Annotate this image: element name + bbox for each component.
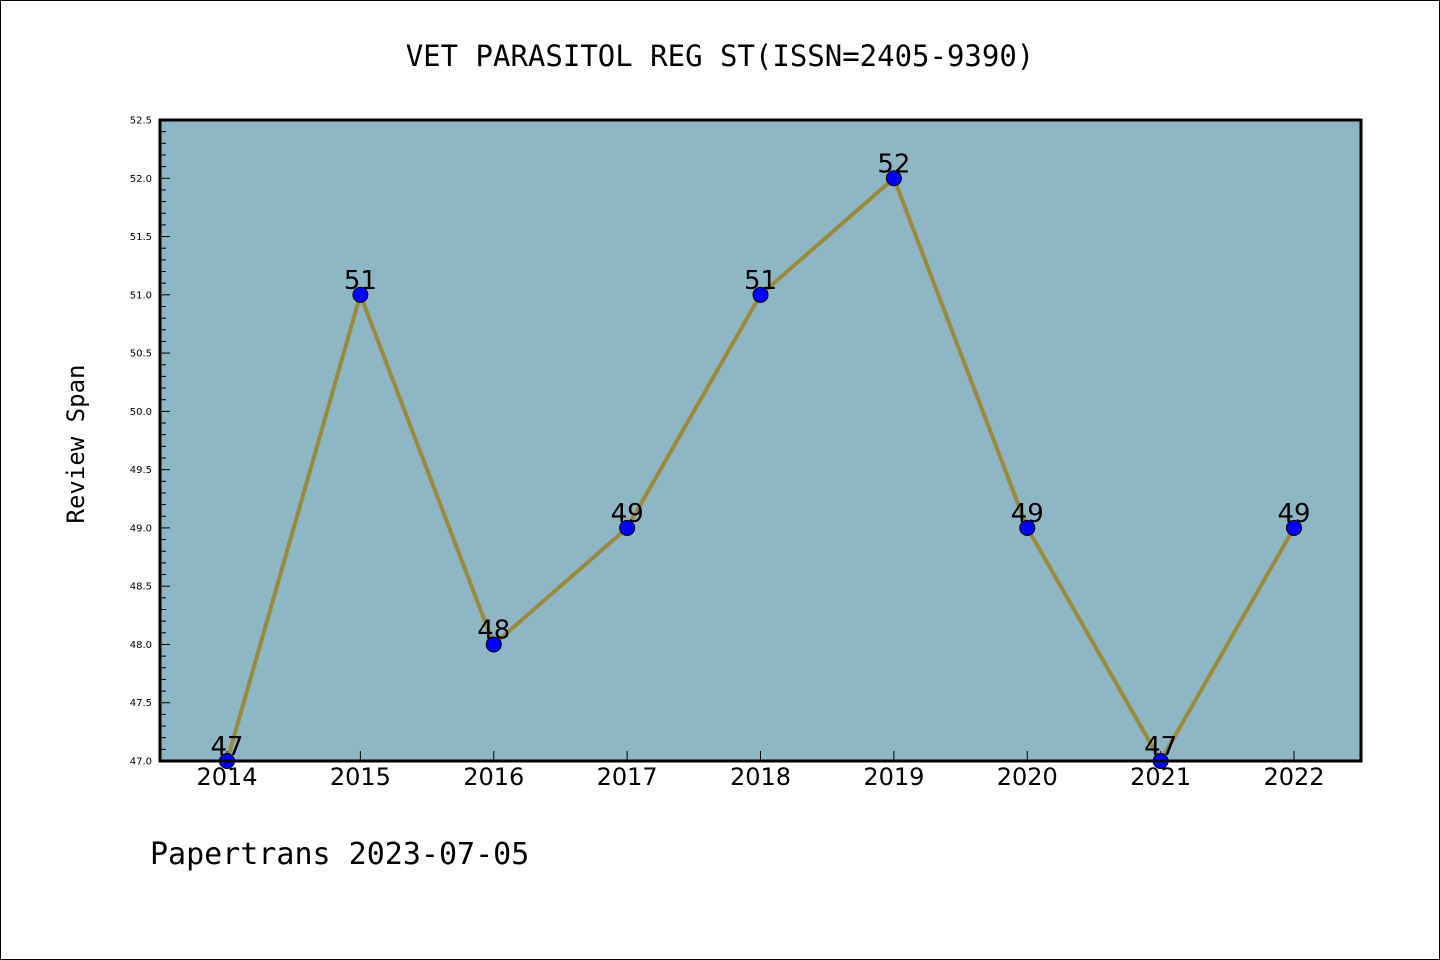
x-tick-label: 2019 [863, 763, 924, 791]
data-point [619, 519, 636, 536]
x-tick-label: 2016 [463, 763, 524, 791]
x-tick-label: 2018 [730, 763, 791, 791]
chart-title: VET PARASITOL REG ST(ISSN=2405-9390) [406, 39, 1035, 73]
data-label: 47 [210, 732, 243, 762]
y-tick-label: 48.5 [130, 582, 152, 593]
data-label: 51 [344, 266, 377, 296]
y-tick-label: 51.0 [130, 290, 152, 301]
y-tick-label: 49.5 [130, 465, 152, 476]
x-tick-label: 2017 [597, 763, 658, 791]
data-point [1286, 519, 1302, 536]
y-axis-label: Review Span [62, 365, 90, 524]
y-tick-label: 50.5 [130, 349, 152, 360]
y-tick-label: 47.5 [130, 698, 152, 709]
data-label: 52 [877, 149, 910, 179]
x-tick-label: 2022 [1263, 763, 1324, 791]
data-label: 48 [477, 615, 510, 645]
data-label: 47 [1144, 732, 1177, 762]
x-axis: 2014 2015 2016 2017 2018 2019 2020 2021 2022 [196, 751, 1325, 791]
y-tick-label: 48.0 [130, 640, 152, 651]
y-tick-label: 49.0 [130, 523, 152, 534]
y-tick-label: 51.5 [130, 232, 152, 243]
data-label: 51 [744, 266, 777, 296]
data-point [752, 286, 769, 303]
data-point [352, 286, 369, 303]
y-tick-label: 47.0 [130, 757, 152, 768]
data-label: 49 [611, 499, 644, 529]
plot-area [160, 120, 1361, 761]
data-label: 49 [1011, 499, 1044, 529]
y-tick-label: 50.0 [130, 407, 152, 418]
y-tick-label: 52.0 [130, 174, 152, 185]
data-point [1019, 519, 1036, 536]
y-tick-label: 52.5 [130, 116, 152, 127]
series-layer: 47 51 48 49 51 52 49 47 49 [210, 149, 1311, 769]
data-point [485, 636, 502, 653]
plot-border [158, 118, 1363, 763]
data-label: 49 [1277, 499, 1310, 529]
data-point [885, 170, 902, 187]
x-tick-label: 2015 [330, 763, 391, 791]
footer-source-date: Papertrans 2023-07-05 [150, 837, 529, 872]
x-tick-label: 2020 [997, 763, 1058, 791]
